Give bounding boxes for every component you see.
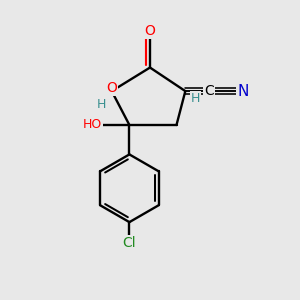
Text: N: N <box>237 84 248 99</box>
Text: HO: HO <box>83 118 102 131</box>
Text: C: C <box>204 84 214 98</box>
Text: O: O <box>145 24 155 38</box>
Text: H: H <box>97 98 106 111</box>
Text: H: H <box>191 92 200 105</box>
Text: O: O <box>106 81 117 95</box>
Text: Cl: Cl <box>123 236 136 250</box>
